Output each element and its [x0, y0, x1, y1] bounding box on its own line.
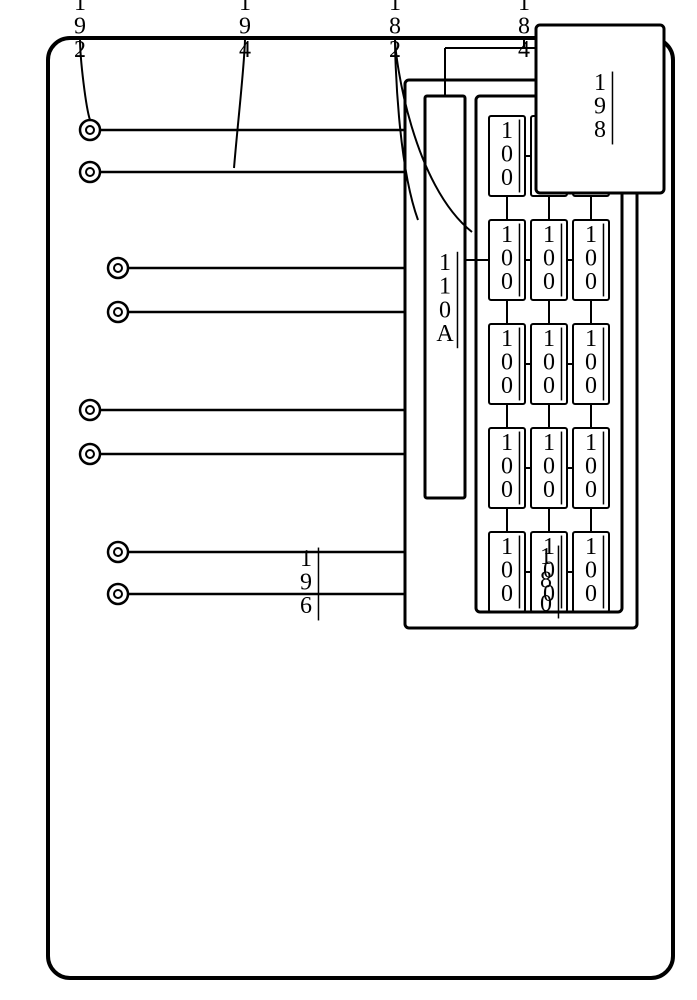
svg-text:1: 1 [300, 546, 312, 572]
svg-text:1: 1 [585, 222, 597, 248]
svg-text:1: 1 [501, 534, 513, 560]
svg-text:0: 0 [501, 246, 513, 272]
svg-text:8: 8 [540, 568, 552, 594]
svg-text:0: 0 [501, 477, 513, 503]
svg-text:0: 0 [543, 350, 555, 376]
svg-text:0: 0 [585, 558, 597, 584]
svg-text:1: 1 [585, 534, 597, 560]
svg-text:1: 1 [543, 326, 555, 352]
svg-text:1: 1 [585, 326, 597, 352]
svg-text:9: 9 [239, 14, 251, 40]
svg-text:1: 1 [439, 250, 451, 276]
svg-text:8: 8 [518, 14, 530, 40]
svg-text:A: A [436, 321, 454, 347]
svg-text:8: 8 [594, 117, 606, 143]
svg-text:0: 0 [543, 454, 555, 480]
svg-text:0: 0 [439, 297, 451, 323]
svg-text:0: 0 [585, 477, 597, 503]
svg-text:0: 0 [585, 269, 597, 295]
svg-text:0: 0 [540, 591, 552, 617]
svg-text:9: 9 [594, 94, 606, 120]
svg-text:8: 8 [389, 14, 401, 40]
svg-text:1: 1 [543, 430, 555, 456]
svg-text:1: 1 [501, 326, 513, 352]
svg-text:9: 9 [300, 570, 312, 596]
svg-text:6: 6 [300, 593, 312, 619]
svg-text:1: 1 [585, 430, 597, 456]
svg-text:0: 0 [501, 142, 513, 168]
svg-text:1: 1 [501, 430, 513, 456]
svg-text:1: 1 [501, 118, 513, 144]
svg-text:0: 0 [501, 581, 513, 607]
svg-text:0: 0 [501, 350, 513, 376]
svg-text:0: 0 [585, 373, 597, 399]
svg-text:0: 0 [501, 269, 513, 295]
svg-text:1: 1 [501, 222, 513, 248]
svg-text:0: 0 [585, 246, 597, 272]
svg-text:0: 0 [543, 477, 555, 503]
svg-text:0: 0 [501, 165, 513, 191]
svg-text:1: 1 [594, 70, 606, 96]
svg-text:9: 9 [74, 14, 86, 40]
svg-text:0: 0 [501, 558, 513, 584]
svg-text:1: 1 [540, 544, 552, 570]
svg-text:0: 0 [585, 350, 597, 376]
svg-text:0: 0 [543, 373, 555, 399]
svg-text:0: 0 [585, 581, 597, 607]
svg-text:0: 0 [543, 246, 555, 272]
svg-text:1: 1 [543, 222, 555, 248]
svg-text:0: 0 [585, 454, 597, 480]
svg-text:0: 0 [543, 269, 555, 295]
svg-text:0: 0 [501, 454, 513, 480]
svg-text:0: 0 [501, 373, 513, 399]
svg-text:1: 1 [439, 274, 451, 300]
